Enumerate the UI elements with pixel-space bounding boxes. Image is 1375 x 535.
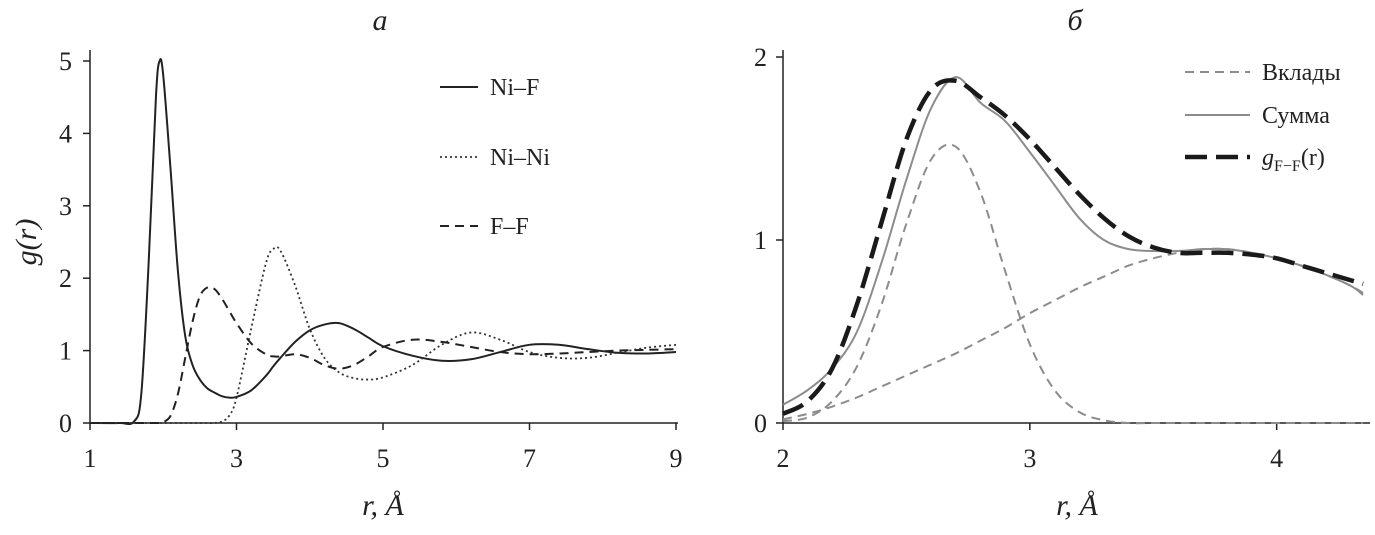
data-line (782, 143, 1364, 425)
legend-label: gF−F(r) (1262, 145, 1325, 175)
legend-label-sub: F−F (1274, 158, 1301, 175)
data-line (89, 58, 677, 426)
y-tick-label: 0 (59, 409, 72, 438)
y-tick-label: 2 (754, 43, 767, 72)
legend-label: Сумма (1262, 103, 1330, 129)
panel-title: б (1067, 4, 1083, 37)
x-tick-label: 2 (777, 444, 790, 473)
data-line (781, 78, 1364, 416)
y-tick-label: 1 (59, 337, 72, 366)
x-tick-label: 1 (84, 444, 97, 473)
y-tick-label: 2 (59, 264, 72, 293)
legend-label: Ni–F (490, 75, 539, 101)
y-tick-label: 0 (754, 409, 767, 438)
data-line (782, 247, 1364, 421)
x-tick-label: 9 (670, 444, 683, 473)
legend-label: Вклады (1262, 60, 1341, 86)
x-tick-label: 5 (377, 444, 390, 473)
x-tick-label: 7 (523, 444, 536, 473)
x-axis-label: r, Å (362, 489, 404, 522)
y-tick-label: 5 (59, 47, 72, 76)
y-tick-label: 4 (59, 119, 72, 148)
legend-label: Ni–Ni (490, 145, 550, 171)
y-tick-label: 1 (754, 226, 767, 255)
legend-label-args: (r) (1301, 145, 1325, 171)
data-line (90, 245, 677, 425)
data-line (90, 286, 677, 425)
x-tick-label: 3 (230, 444, 243, 473)
legend-label-base: g (1262, 145, 1274, 171)
legend-label: F–F (490, 214, 529, 240)
y-tick-label: 3 (59, 192, 72, 221)
y-axis-label: g(r) (10, 219, 43, 266)
x-tick-label: 4 (1270, 444, 1283, 473)
x-tick-label: 3 (1023, 444, 1036, 473)
x-axis-label: r, Å (1056, 489, 1098, 522)
panel-title: а (373, 4, 388, 37)
